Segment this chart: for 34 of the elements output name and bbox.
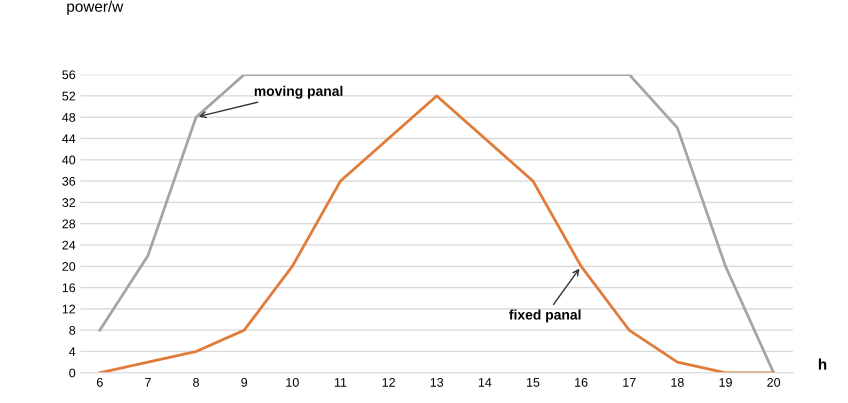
x-tick-label: 13: [430, 378, 444, 387]
x-tick-label: 6: [96, 378, 103, 387]
x-tick-label: 8: [193, 378, 200, 387]
y-tick-label: 32: [62, 198, 76, 208]
x-tick-label: 15: [526, 378, 540, 387]
y-tick-label: 36: [62, 176, 76, 186]
x-tick-label: 10: [286, 378, 299, 387]
x-tick-label: 11: [334, 378, 346, 387]
y-tick-label: 20: [62, 262, 76, 271]
x-tick-label: 20: [767, 378, 780, 387]
y-axis-title: power/w: [67, 0, 124, 15]
y-tick-label: 52: [62, 92, 76, 101]
x-tick-label: 9: [241, 378, 248, 387]
x-tick-label: 12: [382, 378, 395, 387]
y-tick-label: 4: [69, 347, 76, 356]
y-tick-label: 16: [62, 283, 76, 292]
y-tick-label: 44: [62, 134, 76, 143]
annotation: fixed panal: [509, 309, 580, 322]
y-tick-label: 8: [69, 326, 76, 335]
y-tick-label: 48: [62, 112, 76, 122]
y-tick-label: 12: [62, 304, 76, 314]
y-tick-label: 24: [62, 240, 76, 250]
x-tick-label: 17: [623, 378, 636, 387]
x-axis-title: h: [818, 358, 826, 370]
y-tick-label: 0: [69, 368, 76, 378]
x-tick-label: 7: [145, 378, 151, 387]
x-tick-label: 14: [478, 378, 492, 387]
y-tick-label: 40: [62, 156, 76, 164]
annotation: moving panal: [254, 86, 342, 99]
y-tick-label: 56: [62, 70, 76, 80]
y-tick-label: 28: [62, 219, 76, 228]
x-tick-label: 19: [720, 378, 732, 387]
x-tick-label: 16: [575, 378, 588, 387]
x-tick-label: 18: [671, 378, 684, 387]
